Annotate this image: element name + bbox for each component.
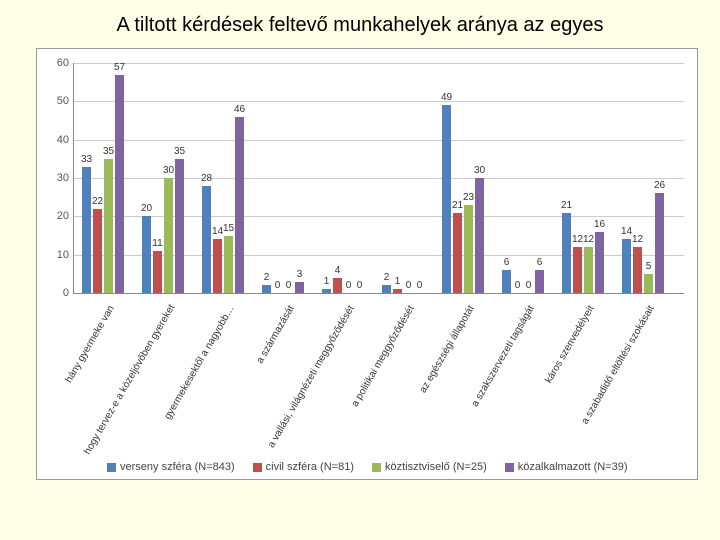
chart-plot-area: 3322355720113035281415462003140021004921…	[73, 63, 684, 294]
bar-value-label: 6	[497, 257, 517, 268]
chart-container: 3322355720113035281415462003140021004921…	[36, 48, 698, 480]
bar	[573, 247, 582, 293]
bar-value-label: 57	[110, 62, 130, 73]
bar-value-label: 4	[328, 265, 348, 276]
grid-line	[74, 101, 684, 102]
legend-swatch	[107, 463, 116, 472]
legend-swatch	[372, 463, 381, 472]
bar	[213, 239, 222, 293]
bar-value-label: 46	[230, 104, 250, 115]
bar-value-label: 0	[410, 280, 430, 291]
legend-item: civil szféra (N=81)	[253, 461, 354, 473]
bar	[142, 216, 151, 293]
chart-legend: verseny szféra (N=843) civil szféra (N=81…	[107, 461, 628, 473]
bar	[595, 232, 604, 293]
legend-label: civil szféra (N=81)	[266, 461, 354, 473]
bar-value-label: 6	[530, 257, 550, 268]
bar-value-label: 3	[290, 269, 310, 280]
bar-value-label: 33	[77, 154, 97, 165]
grid-line	[74, 63, 684, 64]
bar	[93, 209, 102, 293]
bar-value-label: 12	[628, 234, 648, 245]
bar	[655, 193, 664, 293]
bar-value-label: 21	[557, 200, 577, 211]
bar	[175, 159, 184, 293]
grid-line	[74, 140, 684, 141]
bar	[153, 251, 162, 293]
bar	[322, 289, 331, 293]
bar	[164, 178, 173, 293]
bar	[644, 274, 653, 293]
y-axis-tick: 50	[47, 95, 69, 107]
page-title: A tiltott kérdések feltevő munkahelyek a…	[0, 0, 720, 37]
bar-value-label: 35	[170, 146, 190, 157]
y-axis-tick: 30	[47, 172, 69, 184]
bar	[82, 167, 91, 294]
bar-value-label: 49	[437, 92, 457, 103]
y-axis-tick: 40	[47, 134, 69, 146]
bar-value-label: 26	[650, 180, 670, 191]
legend-label: verseny szféra (N=843)	[120, 461, 235, 473]
legend-label: közalkalmazott (N=39)	[518, 461, 628, 473]
y-axis-tick: 60	[47, 57, 69, 69]
bar	[453, 213, 462, 294]
legend-swatch	[253, 463, 262, 472]
legend-swatch	[505, 463, 514, 472]
legend-item: verseny szféra (N=843)	[107, 461, 235, 473]
bar	[115, 75, 124, 294]
bar-value-label: 30	[470, 165, 490, 176]
legend-item: köztisztviselő (N=25)	[372, 461, 487, 473]
bar-value-label: 28	[197, 173, 217, 184]
bar	[224, 236, 233, 294]
bar	[535, 270, 544, 293]
bar	[464, 205, 473, 293]
bar-value-label: 16	[590, 219, 610, 230]
y-axis-tick: 20	[47, 210, 69, 222]
bar-value-label: 20	[137, 203, 157, 214]
bar	[104, 159, 113, 293]
legend-label: köztisztviselő (N=25)	[385, 461, 487, 473]
y-axis-tick: 10	[47, 249, 69, 261]
bar	[295, 282, 304, 294]
legend-item: közalkalmazott (N=39)	[505, 461, 628, 473]
bar	[584, 247, 593, 293]
bar	[622, 239, 631, 293]
bar	[202, 186, 211, 293]
bar	[235, 117, 244, 293]
bar	[562, 213, 571, 294]
bar	[475, 178, 484, 293]
y-axis-tick: 0	[47, 287, 69, 299]
bar-value-label: 0	[350, 280, 370, 291]
